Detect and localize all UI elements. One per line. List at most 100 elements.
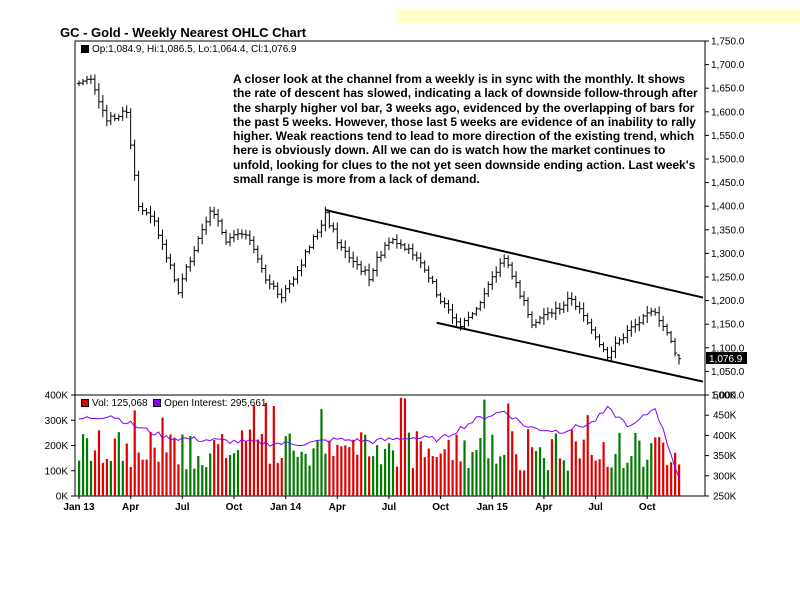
- ohlc-bar: [522, 290, 527, 306]
- ohlc-bar: [510, 261, 515, 280]
- ohlc-bar: [311, 234, 316, 250]
- ohlc-bar: [136, 170, 141, 212]
- ohlc-bar: [434, 278, 439, 298]
- open-interest-tick-label: 450K: [713, 411, 737, 422]
- ohlc-bar: [375, 251, 380, 277]
- ohlc-bar: [617, 337, 622, 346]
- ohlc-bar: [239, 229, 244, 239]
- volume-bar: [666, 465, 669, 496]
- ohlc-bar: [172, 262, 177, 283]
- ohlc-bar: [196, 236, 201, 253]
- ohlc-bar: [677, 354, 681, 365]
- volume-bar: [300, 451, 303, 496]
- volume-bar: [503, 454, 506, 496]
- ohlc-bar: [263, 264, 268, 284]
- ohlc-bar: [394, 234, 399, 249]
- ohlc-bar: [553, 301, 558, 321]
- legend-volume: Vol: 125,068: [92, 398, 148, 409]
- ohlc-bar: [426, 265, 431, 283]
- volume-bar: [125, 443, 128, 496]
- volume-bar: [598, 459, 601, 496]
- ohlc-bar: [251, 236, 256, 254]
- ohlc-bar: [84, 75, 89, 85]
- volume-bar: [308, 465, 311, 496]
- price-tick-label: 1,250.0: [711, 273, 745, 284]
- open-interest-tick-label: 400K: [713, 431, 737, 442]
- volume-bar: [554, 433, 558, 496]
- volume-bar: [320, 409, 323, 496]
- ohlc-bar: [498, 258, 503, 278]
- ohlc-bar: [577, 301, 582, 314]
- legend-high: Hi:1,086.5: [147, 44, 193, 55]
- x-tick-label: Jul: [382, 502, 397, 513]
- volume-bar: [451, 460, 454, 496]
- ohlc-bar: [351, 251, 356, 268]
- volume-bar: [586, 415, 589, 496]
- price-tick-label: 1,050.0: [711, 367, 745, 378]
- volume-bar: [376, 445, 379, 496]
- ohlc-bar: [653, 308, 658, 316]
- volume-bar: [364, 434, 367, 496]
- volume-bar: [423, 457, 426, 496]
- volume-bar: [157, 461, 160, 496]
- volume-bar: [284, 436, 287, 496]
- x-tick-label: Oct: [639, 502, 656, 513]
- ohlc-bar: [637, 316, 642, 332]
- volume-bar: [515, 454, 518, 496]
- price-tick-label: 1,400.0: [711, 202, 745, 213]
- price-tick-label: 1,550.0: [711, 131, 745, 142]
- ohlc-bar: [665, 323, 670, 336]
- volume-bar: [459, 461, 462, 496]
- ohlc-bar: [327, 210, 332, 229]
- x-tick-label: Apr: [535, 502, 552, 513]
- volume-bar: [117, 432, 120, 496]
- ohlc-bar: [343, 240, 348, 259]
- ohlc-bar: [386, 237, 391, 251]
- volume-bar: [272, 406, 275, 496]
- ohlc-bar: [565, 291, 570, 313]
- ohlc-bar: [188, 256, 193, 272]
- ohlc-bar: [613, 336, 618, 359]
- ohlc-bar: [601, 342, 606, 353]
- volume-bar: [431, 456, 434, 496]
- volume-bar: [638, 440, 641, 496]
- volume-bar: [399, 397, 403, 496]
- ohlc-bar: [164, 239, 169, 263]
- volume-bar: [391, 450, 395, 496]
- volume-bar: [519, 470, 522, 496]
- ohlc-bar: [363, 265, 368, 276]
- ohlc-bar: [247, 230, 252, 245]
- volume-bar: [225, 458, 228, 496]
- volume-bar: [582, 439, 585, 496]
- volume-bar: [276, 463, 279, 496]
- volume-bar: [336, 444, 339, 496]
- volume-bar: [479, 437, 482, 496]
- price-tick-label: 1,300.0: [711, 249, 745, 260]
- volume-bar: [268, 463, 271, 496]
- ohlc-bar: [156, 217, 161, 240]
- volume-bar: [407, 432, 411, 496]
- ohlc-bar: [438, 292, 443, 305]
- ohlc-bar: [398, 239, 403, 250]
- volume-bar: [372, 456, 375, 496]
- volume-bar: [153, 447, 156, 496]
- last-price-label: 1,076.9: [709, 354, 743, 365]
- volume-bar: [217, 444, 220, 496]
- ohlc-bar: [418, 252, 423, 269]
- volume-bar: [288, 433, 291, 496]
- ohlc-bar: [494, 266, 499, 283]
- volume-bar: [368, 456, 371, 496]
- volume-bar: [574, 441, 577, 496]
- ohlc-bar: [486, 281, 491, 297]
- volume-bar: [244, 441, 248, 496]
- volume-bar: [395, 466, 399, 496]
- volume-bar: [670, 462, 673, 496]
- ohlc-bar: [132, 139, 137, 181]
- volume-bar: [634, 432, 637, 496]
- ohlc-bar: [152, 211, 157, 227]
- ohlc-bar: [283, 284, 288, 302]
- volume-bar: [149, 432, 152, 496]
- header-band: [398, 9, 800, 23]
- ohlc-bar: [96, 83, 101, 109]
